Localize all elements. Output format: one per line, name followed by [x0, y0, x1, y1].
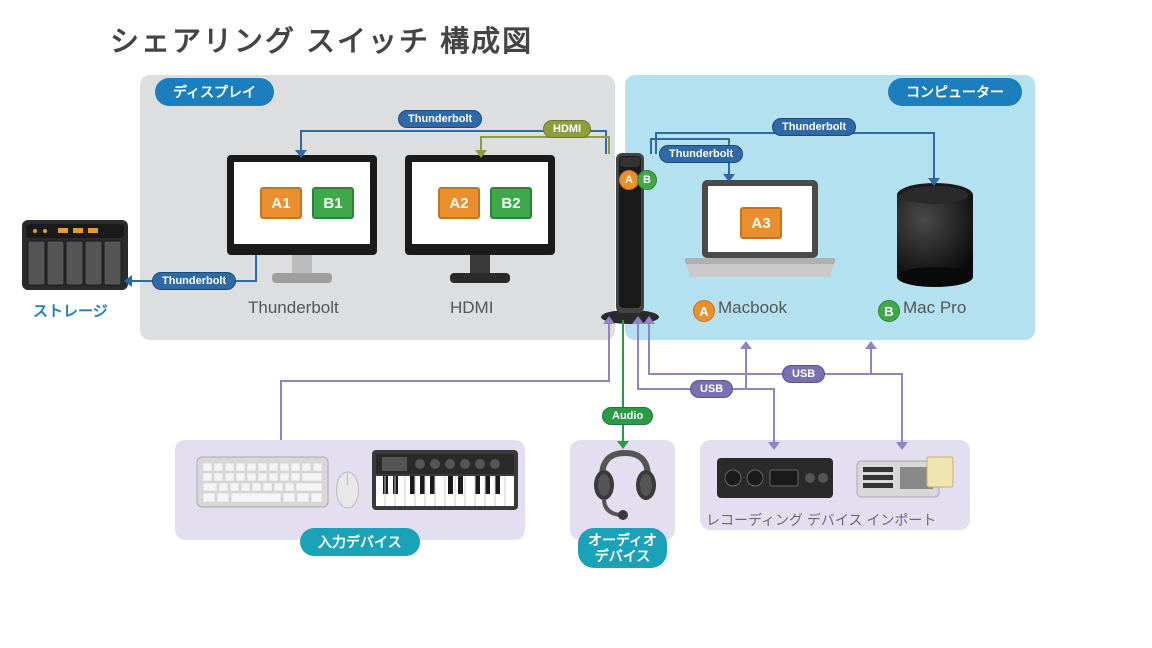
headset-icon [590, 445, 660, 523]
hdmi-display-icon [400, 150, 560, 290]
edge-label-audio: Audio [602, 407, 653, 425]
storage-nas-icon [20, 218, 130, 293]
edge-label-tb-storage: Thunderbolt [152, 272, 236, 290]
display2-badges: A2 B2 [436, 187, 534, 219]
edge-label-tb-left: Thunderbolt [398, 110, 482, 128]
card-reader-icon [855, 455, 955, 503]
badge-b2: B2 [490, 187, 532, 219]
mouse-icon [335, 470, 360, 510]
edge-label-tb-mid: Thunderbolt [659, 145, 743, 163]
panel-label-display: ディスプレイ [155, 78, 274, 106]
panel-label-recording: レコーディング デバイス インポート [706, 510, 936, 530]
edge-label-usb1: USB [690, 380, 733, 398]
display1-badges: A1 B1 [258, 187, 356, 219]
edge-label-usb2: USB [782, 365, 825, 383]
keyboard-icon [195, 455, 330, 510]
badge-b1: B1 [312, 187, 354, 219]
edge-label-hdmi: HDMI [543, 120, 591, 138]
badge-a3: A3 [740, 207, 782, 239]
badge-a2: A2 [438, 187, 480, 219]
badge-a1: A1 [260, 187, 302, 219]
thunderbolt-display-icon [222, 150, 382, 290]
switch-port-b: B [637, 170, 657, 190]
storage-label: ストレージ [33, 300, 108, 321]
macbook-badge-a: A [693, 300, 715, 322]
midi-keyboard-icon [370, 448, 520, 513]
macbook-label: Macbook [718, 298, 787, 318]
panel-label-computer: コンピューター [888, 78, 1022, 106]
macpro-label: Mac Pro [903, 298, 966, 318]
page-title: シェアリング スイッチ 構成図 [110, 18, 533, 60]
thunderbolt-display-label: Thunderbolt [248, 298, 339, 318]
hdmi-display-label: HDMI [450, 298, 493, 318]
panel-label-audio: オーディオ デバイス [578, 528, 667, 568]
macpro-badge-b: B [878, 300, 900, 322]
edge-label-tb-right: Thunderbolt [772, 118, 856, 136]
switch-port-a: A [619, 170, 639, 190]
panel-label-input: 入力デバイス [300, 528, 420, 556]
macbook-badge: A3 [738, 207, 784, 239]
mac-pro-icon [890, 180, 980, 290]
recording-box-icon [715, 456, 835, 501]
diagram-canvas: シェアリング スイッチ 構成図 ディスプレイ コンピューター 入力デバイス オー… [0, 0, 1152, 648]
